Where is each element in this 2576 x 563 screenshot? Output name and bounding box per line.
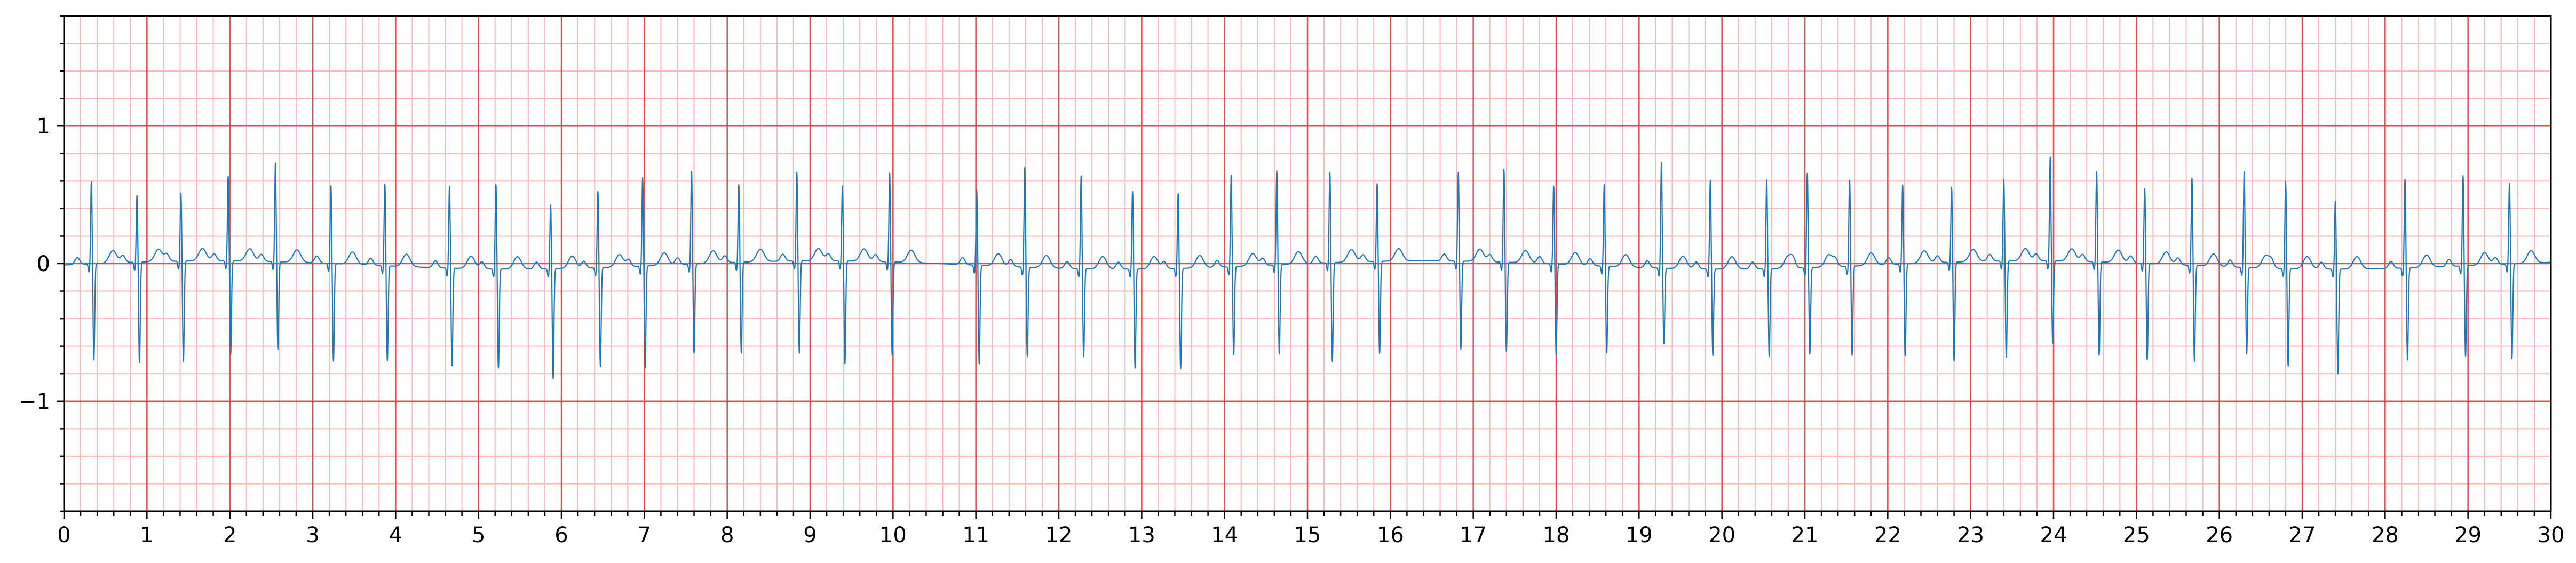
x-tick-label: 28 <box>2372 523 2399 548</box>
x-tick-label: 18 <box>1543 523 1570 548</box>
y-tick-label: 0 <box>37 252 50 276</box>
x-tick-label: 8 <box>720 523 734 548</box>
x-tick-label: 24 <box>2040 523 2067 548</box>
x-tick-label: 1 <box>140 523 154 548</box>
x-tick-label: 9 <box>803 523 817 548</box>
x-tick-label: 3 <box>306 523 319 548</box>
x-tick-label: 6 <box>554 523 568 548</box>
x-tick-label: 16 <box>1377 523 1404 548</box>
x-tick-label: 20 <box>1708 523 1735 548</box>
x-tick-label: 0 <box>57 523 70 548</box>
x-tick-label: 10 <box>879 523 907 548</box>
x-tick-label: 25 <box>2123 523 2150 548</box>
y-tick-label: 1 <box>37 114 50 139</box>
x-tick-label: 11 <box>962 523 989 548</box>
x-tick-label: 19 <box>1626 523 1653 548</box>
x-tick-label: 15 <box>1294 523 1321 548</box>
x-tick-label: 7 <box>638 523 651 548</box>
x-tick-label: 17 <box>1460 523 1487 548</box>
y-tick-labels: 1 0 −1 <box>19 114 50 414</box>
x-tick-label: 5 <box>472 523 485 548</box>
x-tick-label: 4 <box>389 523 402 548</box>
x-tick-labels: 0 1 2 3 4 5 6 7 8 9 10 11 12 13 14 15 16 17 18 19 20 21 22 23 24… <box>57 523 2564 548</box>
x-tick-label: 27 <box>2289 523 2316 548</box>
x-tick-label: 21 <box>1792 523 1819 548</box>
x-tick-label: 2 <box>223 523 236 548</box>
x-tick-label: 12 <box>1045 523 1073 548</box>
x-tick-label: 26 <box>2206 523 2233 548</box>
x-tick-label: 30 <box>2538 523 2565 548</box>
y-tick-label: −1 <box>19 390 50 414</box>
x-tick-label: 29 <box>2454 523 2482 548</box>
x-tick-label: 22 <box>1874 523 1901 548</box>
x-tick-label: 23 <box>1957 523 1984 548</box>
x-tick-label: 13 <box>1128 523 1155 548</box>
axis-ticks <box>57 15 2552 519</box>
x-tick-label: 14 <box>1211 523 1238 548</box>
series-layer <box>64 156 2551 379</box>
ecg-trace-line <box>64 156 2551 379</box>
